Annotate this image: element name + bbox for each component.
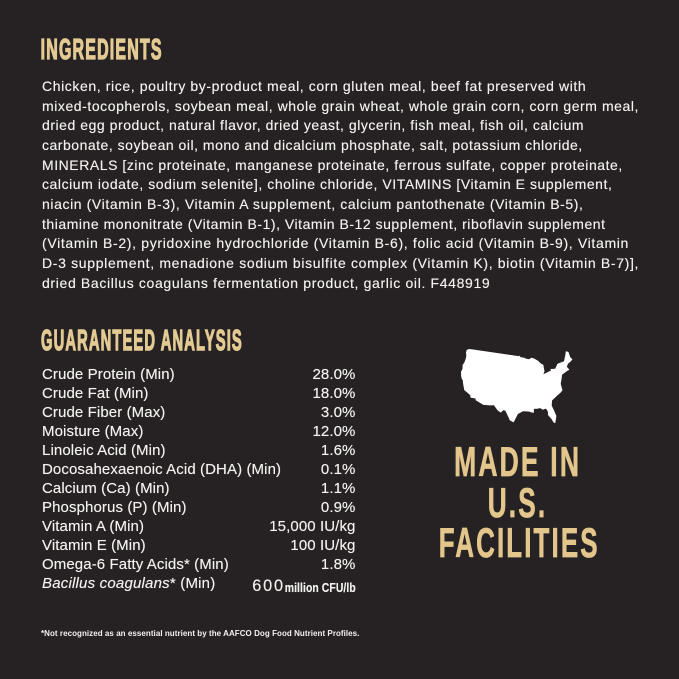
svg-text:GUARANTEED ANALYSIS: GUARANTEED ANALYSIS — [41, 324, 243, 357]
svg-text:FACILITIES: FACILITIES — [439, 521, 600, 567]
svg-text:MADE IN: MADE IN — [454, 439, 581, 485]
svg-text:INGREDIENTS: INGREDIENTS — [41, 33, 163, 65]
svg-text:U.S.: U.S. — [488, 481, 547, 526]
